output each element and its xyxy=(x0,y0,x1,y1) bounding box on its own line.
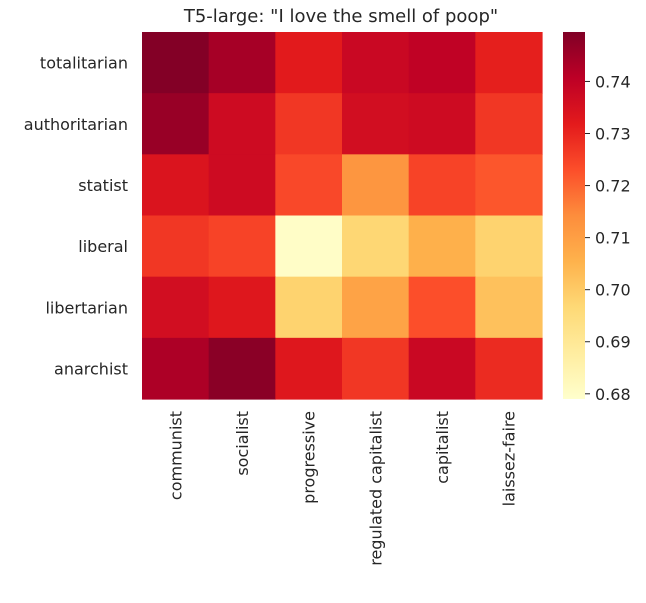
colorbar-tick-label: 0.70 xyxy=(595,281,631,300)
y-tick-label: anarchist xyxy=(54,359,128,378)
heatmap-cell xyxy=(275,215,343,278)
heatmap-cell xyxy=(142,93,210,155)
colorbar-tick-label: 0.74 xyxy=(595,72,631,91)
x-tick-label: regulated capitalist xyxy=(366,411,385,566)
x-tick-labels: communist socialist progressive regulated c… xyxy=(166,411,518,566)
heatmap-cell xyxy=(142,154,210,217)
x-tick-label: laissez-faire xyxy=(500,411,519,506)
colorbar xyxy=(563,32,585,399)
heatmap-cell xyxy=(342,337,410,400)
heatmap-cell xyxy=(142,215,210,278)
heatmap-cell xyxy=(342,215,410,278)
colorbar-tick-label: 0.72 xyxy=(595,177,631,196)
colorbar-tick-label: 0.71 xyxy=(595,229,631,248)
heatmap-cell xyxy=(275,337,343,400)
heatmap-cell xyxy=(342,32,410,94)
heatmap-cell xyxy=(475,154,543,217)
heatmap-cell xyxy=(142,276,210,339)
x-tick-label: socialist xyxy=(233,411,252,476)
y-tick-label: liberal xyxy=(78,237,128,256)
heatmap-cell xyxy=(342,93,410,155)
y-tick-label: totalitarian xyxy=(40,54,128,73)
heatmap-cell xyxy=(408,215,476,278)
heatmap-cell xyxy=(275,93,343,155)
heatmap-cell xyxy=(208,215,276,278)
x-tick-label: progressive xyxy=(300,411,319,504)
heatmap-cell xyxy=(208,93,276,155)
y-tick-label: authoritarian xyxy=(24,115,128,134)
heatmap-cell xyxy=(208,276,276,339)
heatmap-cell xyxy=(475,32,543,94)
x-tick-label: communist xyxy=(166,411,185,500)
heatmap-cell xyxy=(275,32,343,94)
colorbar-ticks: 0.68 0.69 0.70 0.71 0.72 0.73 0.74 xyxy=(585,72,631,404)
y-tick-label: libertarian xyxy=(45,298,128,317)
heatmap-cell xyxy=(342,154,410,217)
heatmap-cell xyxy=(408,276,476,339)
colorbar-tick-label: 0.69 xyxy=(595,333,631,352)
y-tick-labels: totalitarian authoritarian statist liberal l… xyxy=(24,54,128,379)
heatmap-cell xyxy=(408,337,476,400)
heatmap-cell xyxy=(475,276,543,339)
heatmap-cell xyxy=(408,154,476,217)
heatmap-cell xyxy=(275,276,343,339)
heatmap-cell xyxy=(275,154,343,217)
heatmap-cell xyxy=(142,32,210,94)
heatmap-cell xyxy=(208,32,276,94)
heatmap-cell xyxy=(475,93,543,155)
colorbar-tick-label: 0.68 xyxy=(595,385,631,404)
colorbar-tick-label: 0.73 xyxy=(595,125,631,144)
heatmap-cell xyxy=(208,337,276,400)
heatmap-cell xyxy=(408,93,476,155)
heatmap-cell xyxy=(142,337,210,400)
x-tick-label: capitalist xyxy=(433,411,452,484)
heatmap-cell xyxy=(342,276,410,339)
heatmap-cell xyxy=(408,32,476,94)
heatmap-cell xyxy=(475,337,543,400)
chart-title: T5-large: "I love the smell of poop" xyxy=(183,6,498,27)
y-tick-label: statist xyxy=(78,176,128,195)
heatmap-cell xyxy=(475,215,543,278)
heatmap-cell xyxy=(208,154,276,217)
heatmap-cells xyxy=(142,32,543,400)
